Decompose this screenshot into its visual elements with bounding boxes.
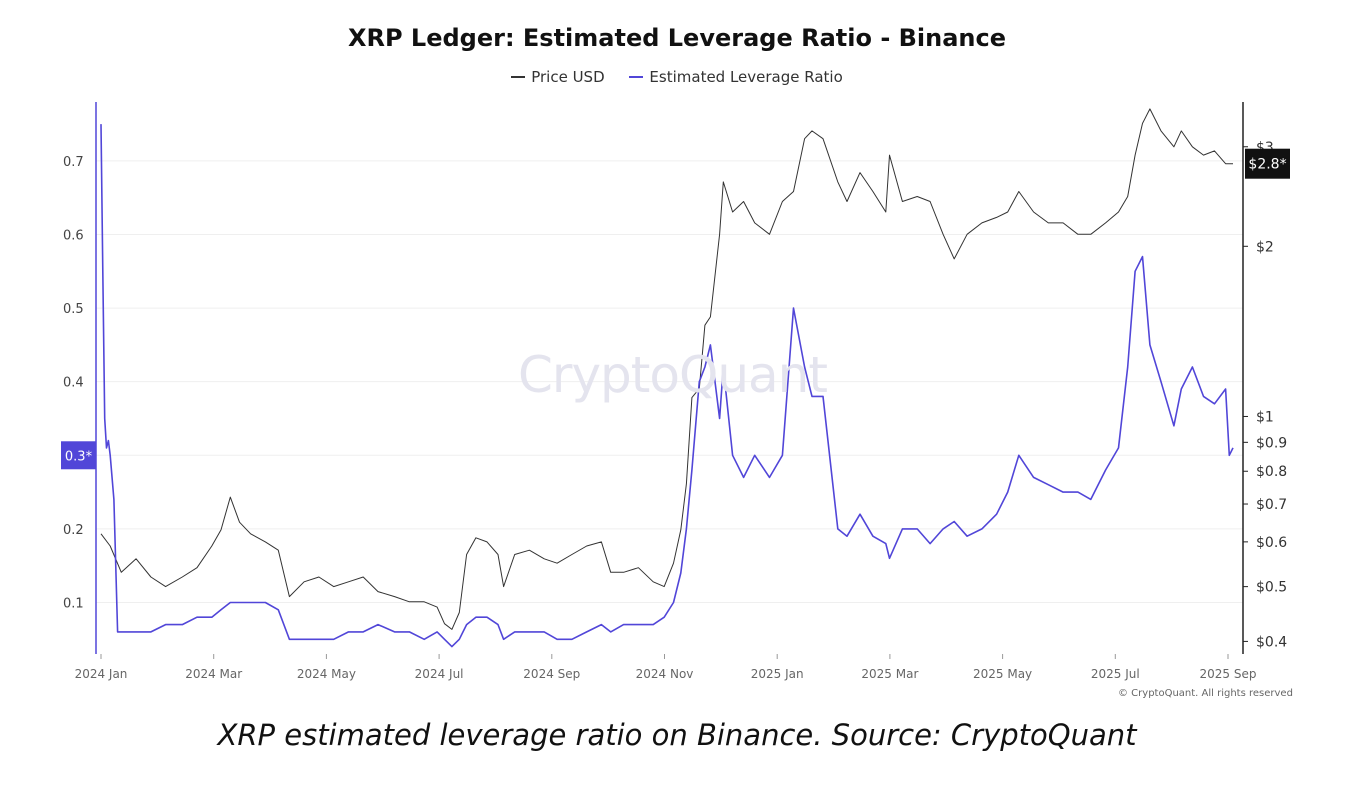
x-tick-label: 2025 Jan	[751, 667, 804, 681]
chart-title: XRP Ledger: Estimated Leverage Ratio - B…	[347, 24, 1007, 52]
current-value-right-bg	[1245, 148, 1290, 179]
current-value-left-bg	[61, 441, 96, 470]
x-tick-label: 2025 May	[973, 667, 1032, 681]
x-tick-label: 2025 Mar	[861, 667, 918, 681]
y-right-tick-label: $0.8	[1256, 464, 1287, 480]
y-right-tick-label: $0.9	[1256, 435, 1287, 451]
series-line-price	[100, 108, 1233, 630]
y-right-tick-label: $0.6	[1256, 535, 1287, 551]
legend-label-leverage: Estimated Leverage Ratio	[649, 68, 843, 86]
y-right-tick-label: $1	[1256, 409, 1274, 425]
y-left-tick-label: 0.2	[63, 523, 84, 538]
y-right-tick-label: $0.7	[1256, 497, 1287, 513]
copyright-notice: © CryptoQuant. All rights reserved	[1118, 688, 1293, 699]
legend-swatch-price	[511, 76, 526, 78]
legend-item-leverage[interactable]: Estimated Leverage Ratio	[629, 68, 843, 86]
caption: XRP estimated leverage ratio on Binance.…	[217, 718, 1137, 752]
watermark: CryptoQuant	[518, 346, 828, 404]
current-value-left-label: 0.3*	[65, 449, 93, 464]
y-left-tick-label: 0.4	[63, 376, 84, 391]
y-right-tick-label: $0.5	[1256, 580, 1287, 596]
y-left-tick-label: 0.7	[63, 155, 84, 170]
x-tick-label: 2025 Jul	[1091, 667, 1140, 681]
legend: Price USD Estimated Leverage Ratio	[0, 64, 1354, 86]
x-tick-label: 2024 Jan	[75, 667, 128, 681]
legend-swatch-leverage	[629, 76, 644, 78]
legend-label-price: Price USD	[531, 68, 605, 86]
x-tick-label: 2025 Sep	[1200, 667, 1257, 681]
x-tick-label: 2024 Mar	[185, 667, 242, 681]
y-right-tick-label: $2	[1256, 239, 1274, 255]
y-left-tick-label: 0.1	[63, 596, 84, 611]
y-right-tick-label: $0.4	[1256, 634, 1287, 650]
legend-item-price[interactable]: Price USD	[511, 68, 605, 86]
x-tick-label: 2024 Nov	[636, 667, 694, 681]
current-value-right-label: $2.8*	[1248, 157, 1286, 173]
x-tick-label: 2024 Jul	[415, 667, 464, 681]
y-left-tick-label: 0.6	[63, 228, 84, 243]
series-line-leverage	[100, 124, 1234, 648]
x-tick-label: 2024 Sep	[523, 667, 580, 681]
y-left-tick-label: 0.5	[63, 302, 84, 317]
x-tick-label: 2024 May	[297, 667, 356, 681]
